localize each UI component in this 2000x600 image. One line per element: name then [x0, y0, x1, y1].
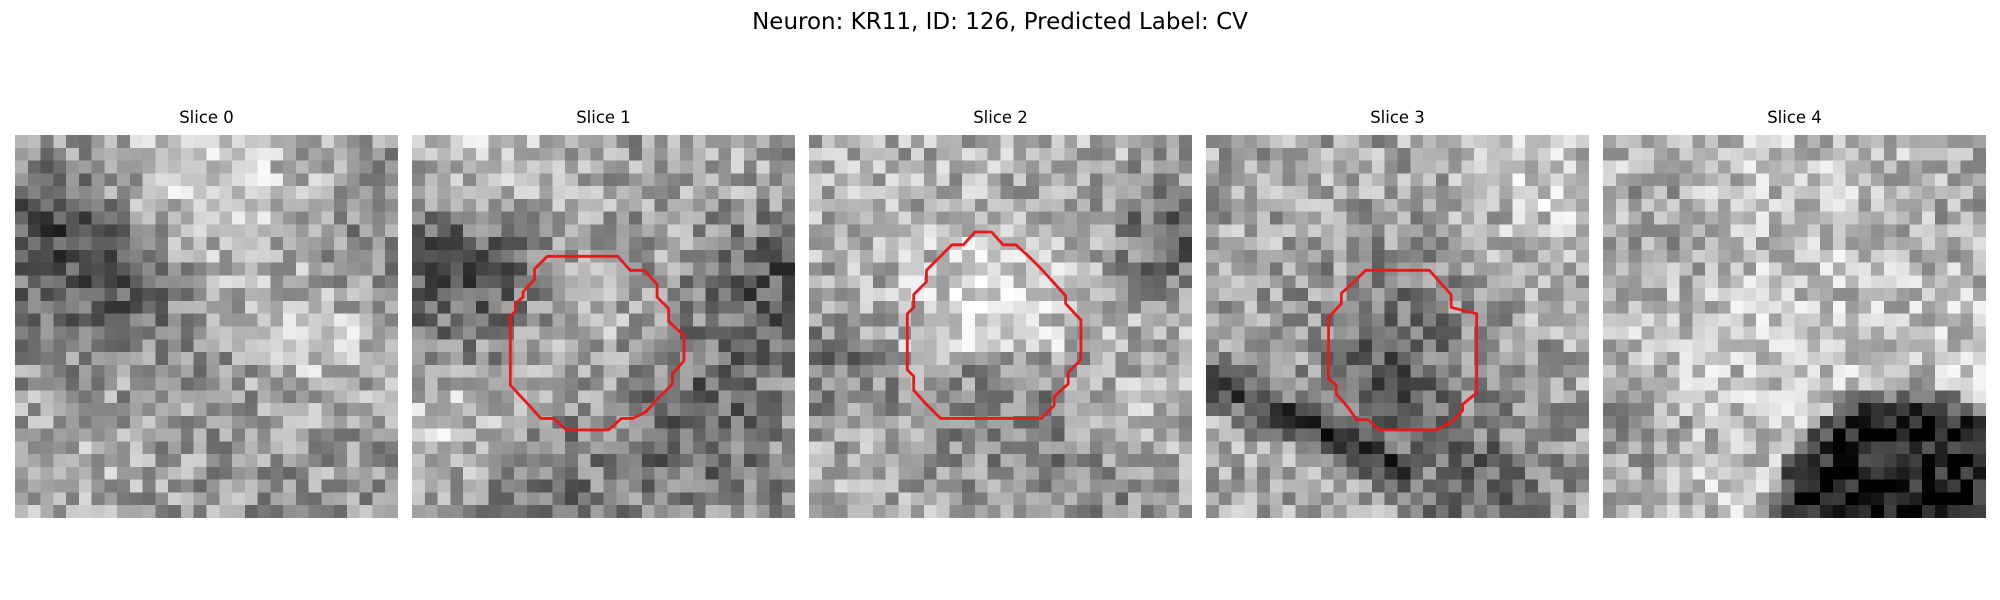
slice-title-0: Slice 0 — [179, 108, 234, 127]
segmentation-contour — [905, 230, 1083, 420]
slice-image-4 — [1603, 135, 1986, 518]
segmentation-contour — [1327, 268, 1479, 432]
slice-image-1 — [412, 135, 795, 518]
slice-image-3 — [1206, 135, 1589, 518]
slice-title-2: Slice 2 — [973, 108, 1028, 127]
slice-panel-1: Slice 1 — [412, 107, 795, 518]
figure-title: Neuron: KR11, ID: 126, Predicted Label: … — [752, 9, 1248, 35]
slice-image-0 — [15, 135, 398, 518]
slice-panel-3: Slice 3 — [1206, 107, 1589, 518]
slice-panel-2: Slice 2 — [809, 107, 1192, 518]
slice-image-2 — [809, 135, 1192, 518]
slice-panel-4: Slice 4 — [1603, 107, 1986, 518]
slice-title-3: Slice 3 — [1370, 108, 1425, 127]
slice-title-1: Slice 1 — [576, 108, 631, 127]
slice-panel-0: Slice 0 — [15, 107, 398, 518]
segmentation-contour — [508, 254, 686, 432]
slice-title-4: Slice 4 — [1767, 108, 1822, 127]
